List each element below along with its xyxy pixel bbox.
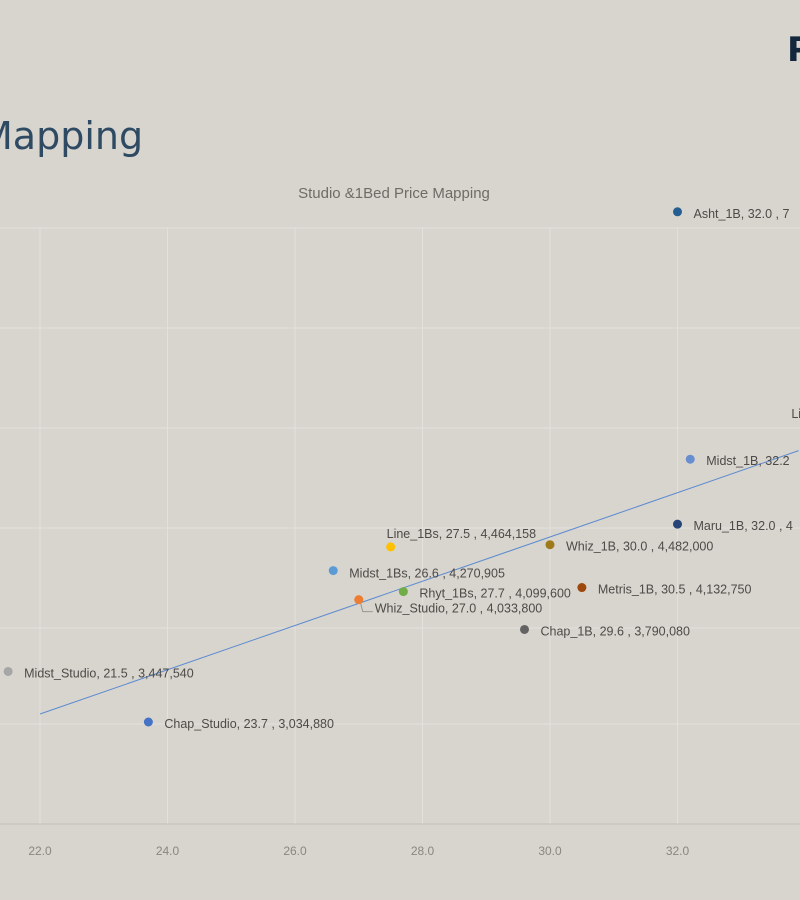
- x-tick-label: 26.0: [283, 844, 307, 858]
- data-label: Asht_1B, 32.0 , 7: [694, 207, 790, 221]
- data-label: Midst_Studio, 21.5 , 3,447,540: [24, 666, 194, 680]
- data-label: Chap_Studio, 23.7 , 3,034,880: [164, 717, 334, 731]
- data-point: [3, 666, 13, 676]
- chart-title: Studio &1Bed Price Mapping: [298, 185, 490, 202]
- data-label: Whiz_1B, 30.0 , 4,482,000: [566, 540, 713, 554]
- data-label: Midst_1Bs, 26.6 , 4,270,905: [349, 567, 505, 581]
- x-tick-labels: 22.024.026.028.030.032.03: [28, 844, 690, 858]
- trendline: [39, 450, 799, 715]
- x-tick-label: 24.0: [156, 844, 180, 858]
- data-label: Chap_1B, 29.6 , 3,790,080: [541, 624, 690, 638]
- data-points: [3, 207, 695, 727]
- grid-lines: [0, 227, 800, 824]
- x-tick-label: 32.0: [666, 844, 690, 858]
- x-tick-label: 30.0: [538, 844, 562, 858]
- data-point: [673, 207, 682, 217]
- x-tick-label: 22.0: [28, 844, 52, 858]
- data-labels: Midst_Studio, 21.5 , 3,447,540 Chap_Studi…: [24, 207, 800, 731]
- data-point: [545, 540, 555, 550]
- leader-lines: [360, 603, 373, 613]
- data-label: Whiz_Studio, 27.0 , 4,033,800: [375, 602, 543, 616]
- x-tick-label: 28.0: [411, 844, 435, 858]
- data-point: [386, 542, 396, 552]
- data-point: [143, 717, 153, 727]
- leader-line: [360, 603, 373, 613]
- data-label: Metris_1B, 30.5 , 4,132,750: [598, 583, 752, 597]
- data-point: [398, 587, 408, 597]
- data-point: [577, 583, 587, 593]
- page-heading: Mapping: [0, 114, 144, 158]
- data-point: [673, 519, 682, 529]
- data-label: Rhyt_1Bs, 27.7 , 4,099,600: [419, 587, 571, 601]
- data-label: Maru_1B, 32.0 , 4: [694, 519, 793, 533]
- data-point: [685, 454, 695, 464]
- trendline-layer: [39, 450, 799, 715]
- data-label: Line_1Bs, 27.5 , 4,464,158: [387, 527, 536, 541]
- data-point: [354, 595, 364, 605]
- brand-logo-text: P: [787, 30, 800, 70]
- data-label: Line_1: [791, 407, 800, 421]
- data-point: [328, 566, 338, 576]
- data-point: [520, 624, 529, 634]
- data-label: Midst_1B, 32.2: [706, 454, 789, 468]
